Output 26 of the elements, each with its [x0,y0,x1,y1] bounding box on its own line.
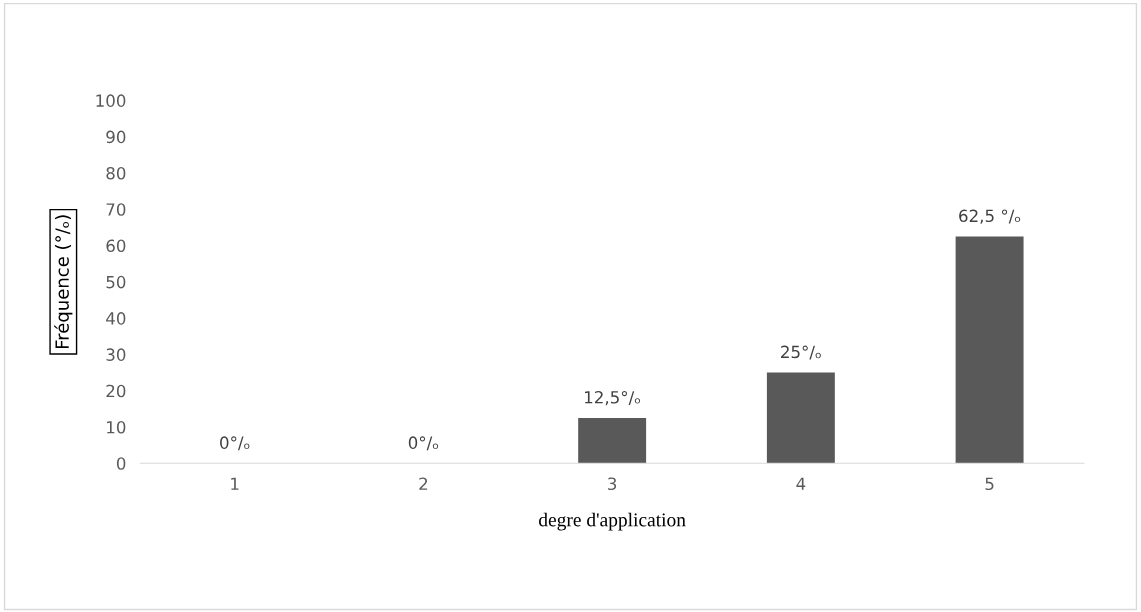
y-tick-label: 0 [116,457,126,470]
y-tick-label: 10 [107,420,126,434]
x-tick-label: 3 [608,477,617,491]
y-tick-label: 100 [96,94,126,107]
data-label: 12,5°/ₒ [585,390,641,406]
y-axis-title: Fréquence (°/ₒ) [54,215,73,349]
x-tick-label: 4 [796,477,806,490]
y-tick-label: 70 [106,203,126,216]
x-axis-title: degre d'application [539,512,686,531]
y-tick-label: 60 [106,239,126,253]
data-label: 62,5 °/ₒ [959,209,1021,224]
data-label: 0°/ₒ [220,436,250,451]
data-label: 25°/ₒ [781,345,821,360]
y-tick-label: 20 [106,384,126,398]
bar [578,417,647,464]
bar [955,236,1024,464]
data-label: 0°/ₒ [408,436,439,451]
bar [766,372,835,464]
x-tick-label: 2 [419,477,428,490]
x-tick-label: 1 [231,477,239,490]
y-tick-label: 40 [106,312,126,325]
y-tick-label: 90 [106,130,126,144]
y-tick-label: 50 [106,275,126,289]
y-tick-label: 30 [106,348,126,361]
y-tick-label: 80 [106,166,126,180]
x-tick-label: 5 [985,477,994,491]
